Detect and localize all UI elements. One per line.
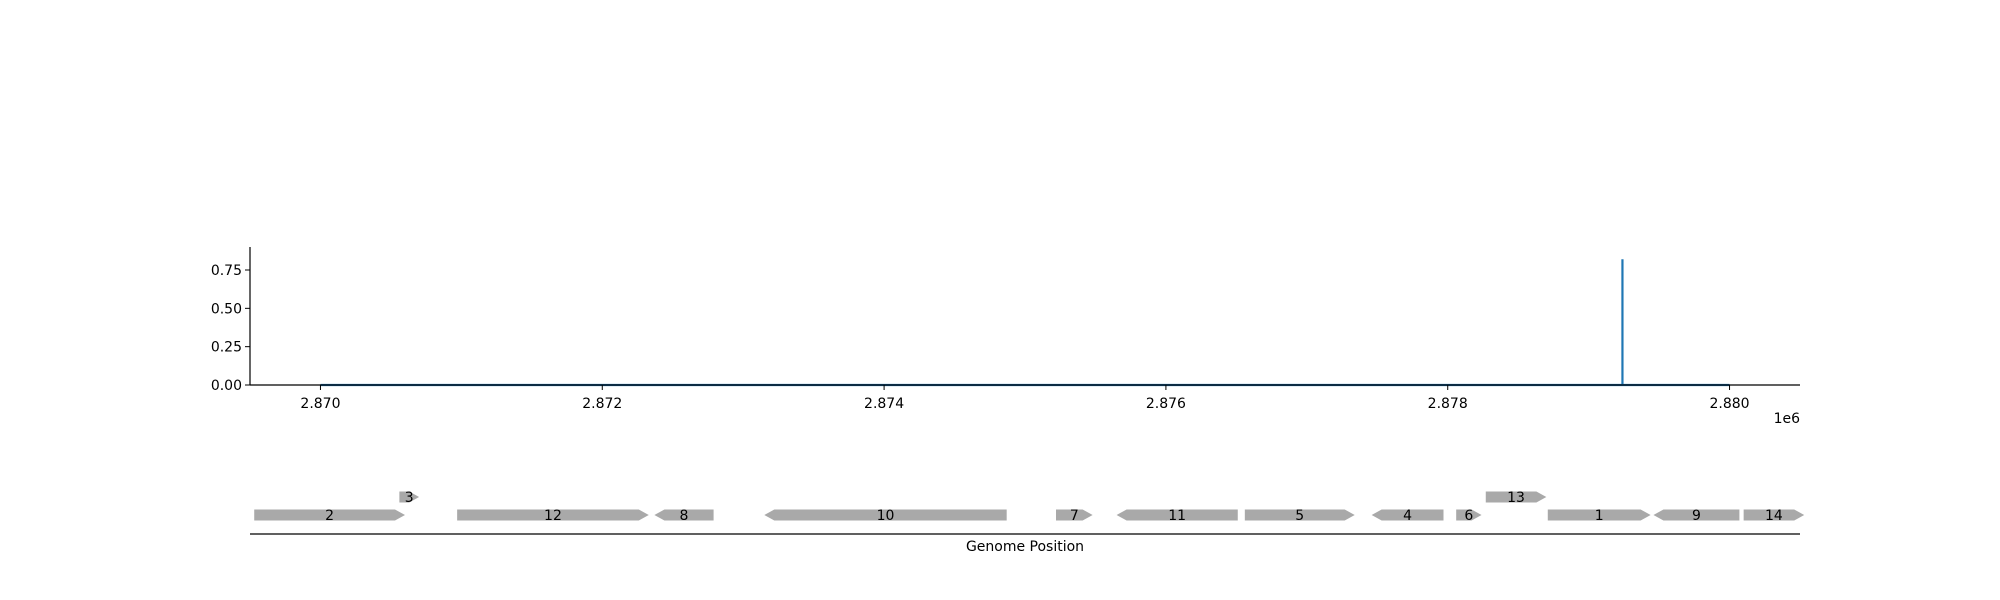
gene-feature-arrow — [1056, 509, 1093, 521]
gene-feature-label: 8 — [680, 508, 689, 524]
signal-y-tick-label: 0.25 — [211, 340, 242, 356]
gene-feature-arrow — [254, 509, 405, 521]
gene-feature-label: 9 — [1692, 508, 1701, 524]
signal-x-tick-label: 2.878 — [1428, 396, 1468, 412]
gene-feature-label: 1 — [1595, 508, 1604, 524]
signal-x-tick-label: 2.870 — [300, 396, 340, 412]
signal-y-tick-label: 0.00 — [211, 378, 242, 394]
gene-feature-arrow — [1547, 509, 1651, 521]
signal-x-tick-label: 2.876 — [1146, 396, 1186, 412]
gene-feature-arrow — [1371, 509, 1444, 521]
gene-feature-label: 4 — [1403, 508, 1412, 524]
signal-x-tick-label: 2.880 — [1709, 396, 1749, 412]
x-axis-offset-label: 1e6 — [1774, 411, 1801, 427]
gene-feature-arrow — [1244, 509, 1355, 521]
gene-feature-label: 14 — [1765, 508, 1783, 524]
gene-feature-arrow — [399, 491, 420, 503]
gene-feature-arrow — [1485, 491, 1547, 503]
gene-feature-label: 2 — [325, 508, 334, 524]
gene-feature-label: 12 — [544, 508, 562, 524]
gene-features-layer: 2 3 12 8 10 7 11 5 4 6 13 1 9 14 — [254, 490, 1805, 524]
gene-feature-arrow — [1653, 509, 1740, 521]
gene-feature-label: 11 — [1168, 508, 1186, 524]
gene-feature-label: 5 — [1295, 508, 1304, 524]
signal-x-ticks: 2.870 2.872 2.874 2.876 2.878 2.880 — [300, 385, 1750, 412]
gene-feature-label: 10 — [877, 508, 895, 524]
gene-feature-arrow — [1456, 509, 1482, 521]
signal-y-tick-label: 0.75 — [211, 263, 242, 279]
gene-track: 2 3 12 8 10 7 11 5 4 6 13 1 9 14 Genome Position — [250, 490, 1805, 555]
gene-feature-arrow — [1116, 509, 1238, 521]
gene-feature-label: 3 — [405, 490, 414, 506]
signal-x-tick-label: 2.872 — [582, 396, 622, 412]
signal-y-ticks: 0.00 0.25 0.50 0.75 — [211, 263, 250, 394]
gene-feature-arrow — [654, 509, 714, 521]
gene-feature-arrow — [1743, 509, 1805, 521]
gene-feature-label: 7 — [1070, 508, 1079, 524]
gene-feature-arrow — [457, 509, 649, 521]
gene-track-x-label: Genome Position — [966, 539, 1084, 555]
gene-feature-label: 13 — [1507, 490, 1525, 506]
gene-feature-label: 6 — [1464, 508, 1473, 524]
signal-y-tick-label: 0.50 — [211, 301, 242, 317]
signal-x-tick-label: 2.874 — [864, 396, 904, 412]
signal-plot: 2.870 2.872 2.874 2.876 2.878 2.880 0.000.250… — [211, 247, 1800, 427]
gene-feature-arrow — [764, 509, 1007, 521]
